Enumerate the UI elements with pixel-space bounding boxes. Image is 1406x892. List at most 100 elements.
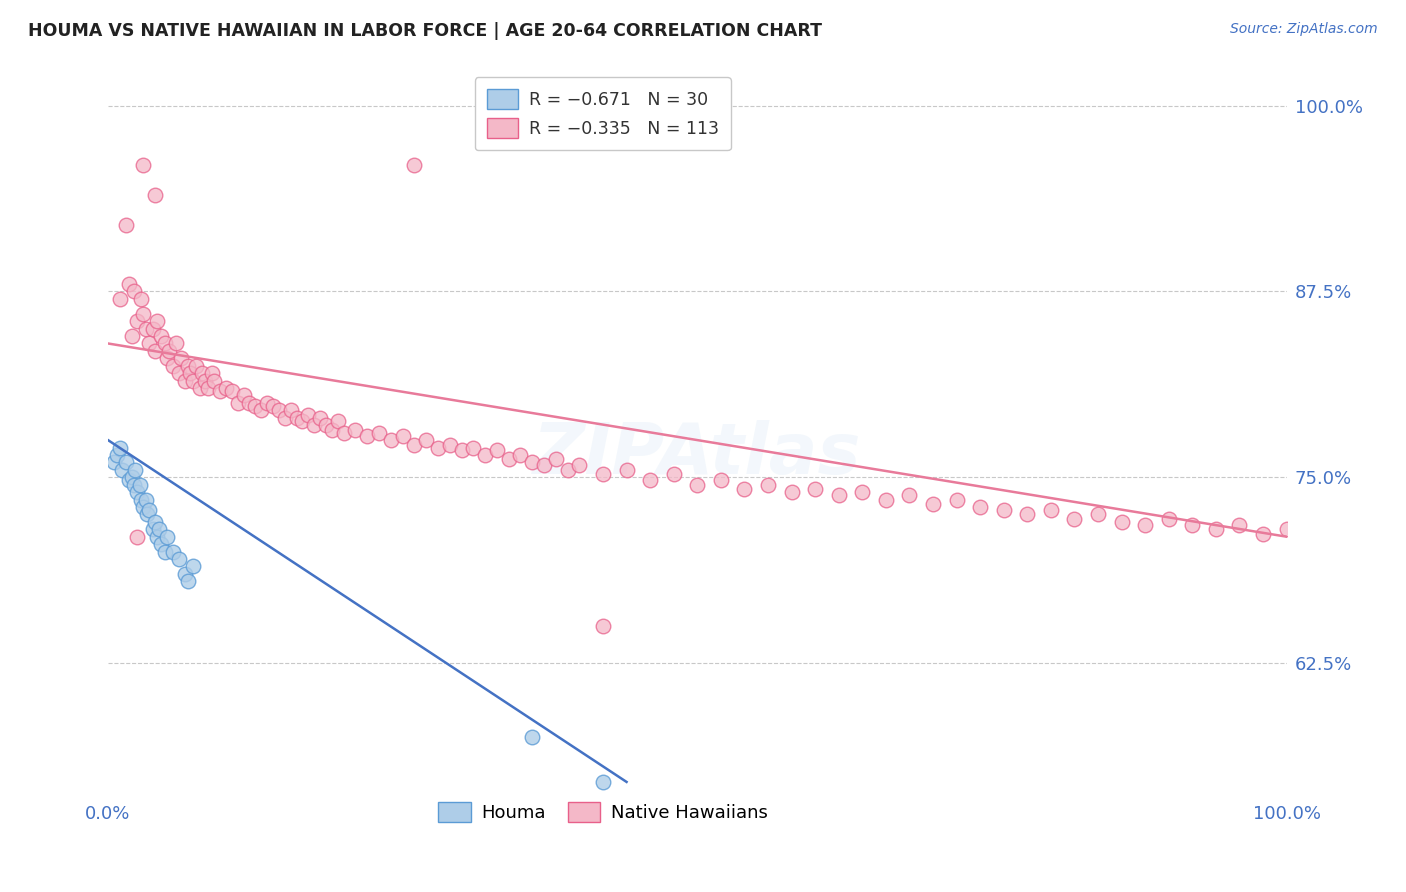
Point — [780, 485, 803, 500]
Point — [138, 336, 160, 351]
Point — [142, 522, 165, 536]
Point — [197, 381, 219, 395]
Point — [415, 433, 437, 447]
Point — [128, 477, 150, 491]
Point — [201, 366, 224, 380]
Point — [427, 441, 450, 455]
Point — [150, 329, 173, 343]
Point — [262, 399, 284, 413]
Point — [118, 473, 141, 487]
Point — [167, 552, 190, 566]
Point — [1039, 503, 1062, 517]
Point — [557, 463, 579, 477]
Point — [127, 314, 149, 328]
Point — [202, 374, 225, 388]
Point — [404, 437, 426, 451]
Point — [297, 408, 319, 422]
Point — [208, 384, 231, 398]
Point — [111, 463, 134, 477]
Point — [256, 396, 278, 410]
Point — [662, 467, 685, 482]
Point — [132, 307, 155, 321]
Point — [302, 418, 325, 433]
Point — [142, 321, 165, 335]
Text: Source: ZipAtlas.com: Source: ZipAtlas.com — [1230, 22, 1378, 37]
Point — [122, 477, 145, 491]
Point — [1087, 508, 1109, 522]
Point — [146, 530, 169, 544]
Point — [122, 285, 145, 299]
Point — [315, 418, 337, 433]
Point — [186, 359, 208, 373]
Point — [267, 403, 290, 417]
Point — [179, 366, 201, 380]
Point — [188, 381, 211, 395]
Point — [232, 388, 254, 402]
Point — [391, 428, 413, 442]
Point — [498, 452, 520, 467]
Point — [332, 425, 354, 440]
Point — [135, 321, 157, 335]
Point — [127, 530, 149, 544]
Point — [118, 277, 141, 291]
Point — [173, 374, 195, 388]
Point — [121, 470, 143, 484]
Point — [1017, 508, 1039, 522]
Point — [103, 455, 125, 469]
Point — [177, 359, 200, 373]
Point — [250, 403, 273, 417]
Point — [828, 488, 851, 502]
Point — [993, 503, 1015, 517]
Point — [285, 410, 308, 425]
Point — [221, 384, 243, 398]
Point — [167, 366, 190, 380]
Point — [945, 492, 967, 507]
Legend: Houma, Native Hawaiians: Houma, Native Hawaiians — [426, 789, 780, 835]
Point — [146, 314, 169, 328]
Point — [177, 574, 200, 589]
Point — [107, 448, 129, 462]
Point — [143, 187, 166, 202]
Point — [321, 423, 343, 437]
Point — [127, 485, 149, 500]
Point — [969, 500, 991, 514]
Point — [309, 410, 332, 425]
Point — [238, 396, 260, 410]
Point — [150, 537, 173, 551]
Point — [1157, 512, 1180, 526]
Point — [344, 423, 367, 437]
Point — [1229, 517, 1251, 532]
Point — [326, 414, 349, 428]
Point — [592, 467, 614, 482]
Point — [156, 351, 179, 366]
Point — [143, 515, 166, 529]
Point — [114, 455, 136, 469]
Point — [922, 497, 945, 511]
Point — [129, 292, 152, 306]
Point — [165, 336, 187, 351]
Point — [181, 374, 204, 388]
Point — [380, 433, 402, 447]
Point — [153, 336, 176, 351]
Point — [474, 448, 496, 462]
Point — [114, 218, 136, 232]
Point — [226, 396, 249, 410]
Point — [522, 455, 544, 469]
Point — [804, 482, 827, 496]
Point — [404, 158, 426, 172]
Point — [450, 443, 472, 458]
Point — [1111, 515, 1133, 529]
Point — [153, 544, 176, 558]
Point — [170, 351, 193, 366]
Point — [356, 428, 378, 442]
Point — [851, 485, 873, 500]
Point — [592, 775, 614, 789]
Point — [686, 477, 709, 491]
Point — [756, 477, 779, 491]
Point — [181, 559, 204, 574]
Point — [135, 508, 157, 522]
Point — [1275, 522, 1298, 536]
Point — [129, 492, 152, 507]
Point — [592, 619, 614, 633]
Point — [191, 366, 214, 380]
